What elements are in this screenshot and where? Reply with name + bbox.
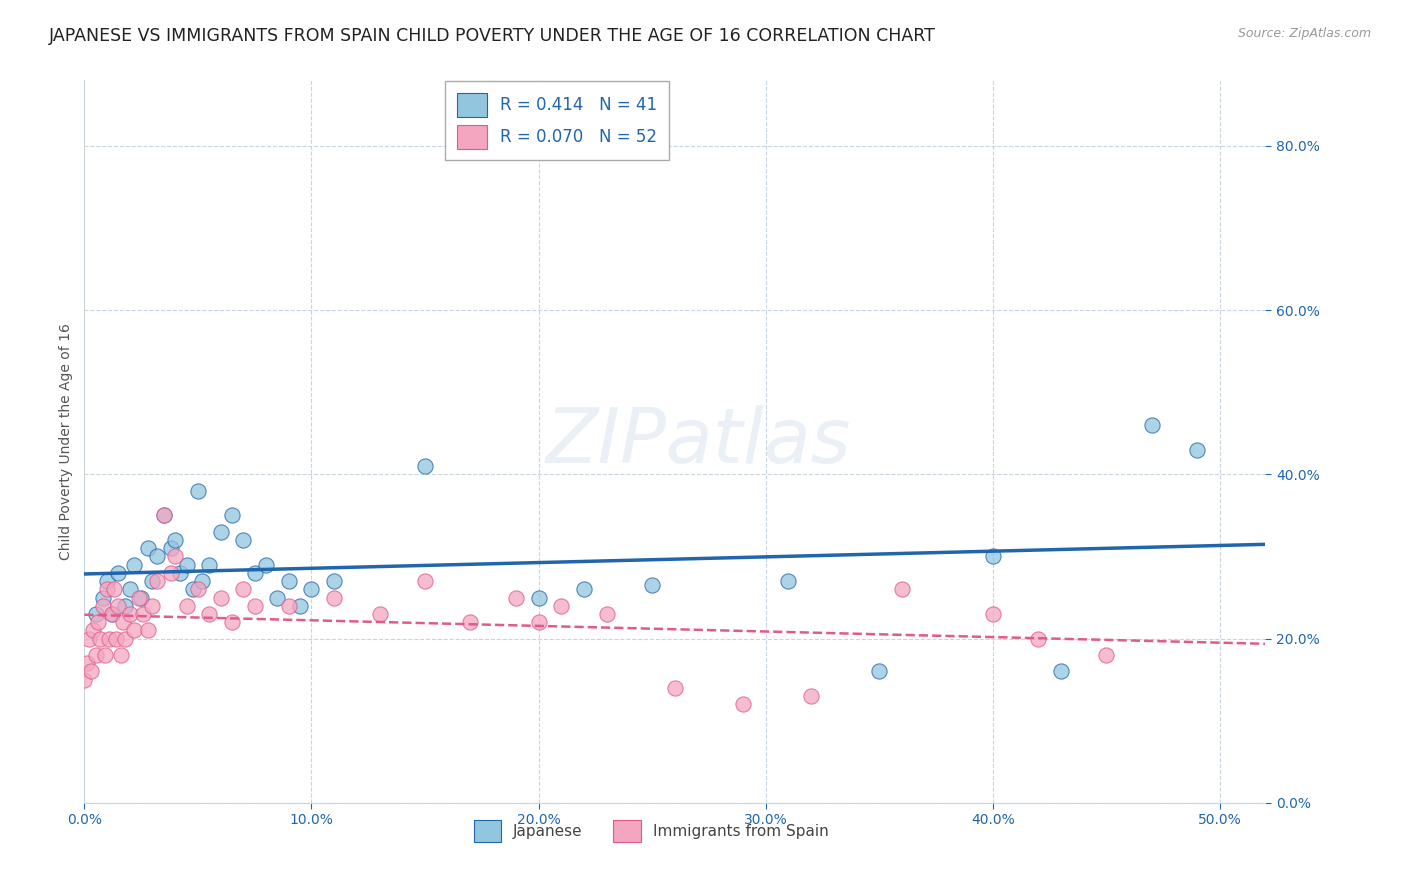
Point [1026,632,1049,646]
Point [146,549,169,564]
Point [153,508,176,523]
Point [191,574,214,588]
Point [527,591,550,605]
Point [91,599,114,613]
Point [176,599,198,613]
Point [107,566,129,580]
Point [505,591,527,605]
Point [118,607,141,621]
Y-axis label: Child Poverty Under the Age of 16: Child Poverty Under the Age of 16 [59,323,73,560]
Point [413,574,436,588]
Point [413,459,436,474]
Point [159,566,181,580]
Point [87,615,110,630]
Point [550,599,572,613]
Point [169,566,191,580]
Point [221,508,243,523]
Point [664,681,686,695]
Point [146,574,169,588]
Point [254,558,277,572]
Point [100,607,122,621]
Point [73,673,96,687]
Point [96,574,118,588]
Point [368,607,391,621]
Point [118,582,141,597]
Point [89,632,111,646]
Point [572,582,595,597]
Point [277,574,299,588]
Point [98,632,121,646]
Point [187,582,209,597]
Point [778,574,800,588]
Point [1187,442,1209,457]
Point [243,566,266,580]
Point [82,624,104,638]
Point [129,591,152,605]
Point [266,591,288,605]
Point [128,591,150,605]
Point [183,582,205,597]
Legend: Japanese, Immigrants from Spain: Japanese, Immigrants from Spain [465,813,837,849]
Point [132,607,155,621]
Point [91,591,114,605]
Point [868,665,890,679]
Point [124,624,146,638]
Point [641,578,664,592]
Point [527,615,550,630]
Point [114,599,136,613]
Point [105,632,128,646]
Point [165,533,187,547]
Point [159,541,181,556]
Point [243,599,266,613]
Point [77,632,100,646]
Point [232,582,254,597]
Point [198,607,221,621]
Point [103,582,125,597]
Point [136,541,159,556]
Point [84,648,107,662]
Point [141,574,163,588]
Point [176,558,198,572]
Point [94,648,117,662]
Point [232,533,254,547]
Point [209,524,232,539]
Point [96,582,118,597]
Point [100,607,122,621]
Point [1095,648,1118,662]
Point [80,665,103,679]
Point [198,558,221,572]
Point [141,599,163,613]
Point [165,549,187,564]
Point [277,599,299,613]
Point [107,599,129,613]
Point [731,698,754,712]
Point [323,574,346,588]
Point [84,607,107,621]
Point [1140,418,1163,433]
Point [891,582,914,597]
Point [981,607,1004,621]
Point [1050,665,1073,679]
Point [301,582,323,597]
Point [209,591,232,605]
Point [800,689,823,703]
Point [124,558,146,572]
Point [460,615,482,630]
Text: ZIPatlas: ZIPatlas [546,405,851,478]
Point [596,607,619,621]
Text: Source: ZipAtlas.com: Source: ZipAtlas.com [1237,27,1371,40]
Point [136,624,159,638]
Point [76,657,98,671]
Point [153,508,176,523]
Point [288,599,311,613]
Point [187,483,209,498]
Point [110,648,132,662]
Point [111,615,134,630]
Point [323,591,346,605]
Point [114,632,136,646]
Point [981,549,1004,564]
Text: JAPANESE VS IMMIGRANTS FROM SPAIN CHILD POVERTY UNDER THE AGE OF 16 CORRELATION : JAPANESE VS IMMIGRANTS FROM SPAIN CHILD … [49,27,936,45]
Point [221,615,243,630]
